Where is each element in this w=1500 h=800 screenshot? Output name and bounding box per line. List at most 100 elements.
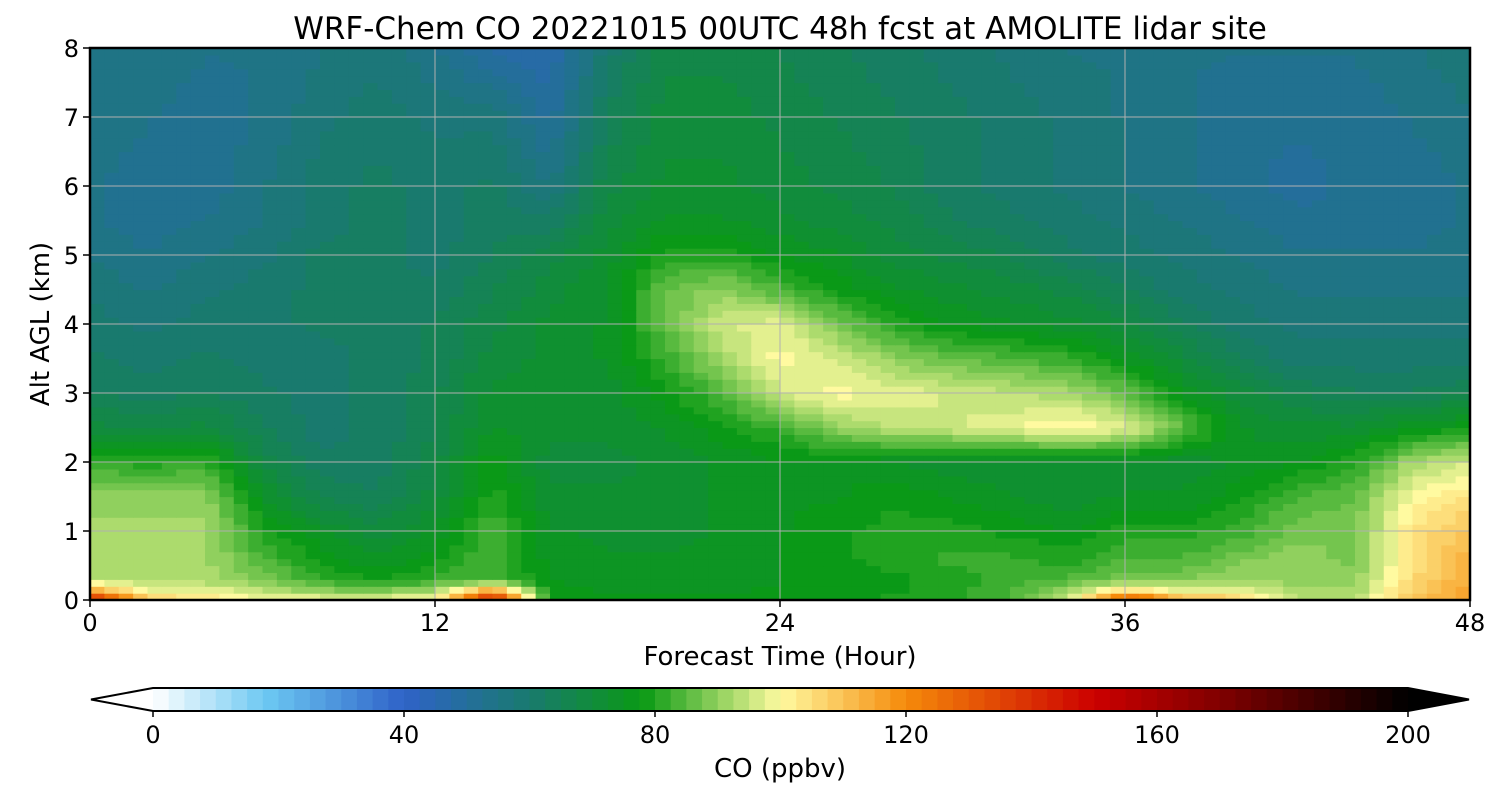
heatmap-cell: [1369, 510, 1384, 518]
heatmap-cell: [1341, 338, 1356, 346]
heatmap-cell: [1254, 359, 1269, 367]
heatmap-cell: [1082, 331, 1097, 339]
heatmap-cell: [938, 559, 953, 567]
heatmap-cell: [794, 503, 809, 511]
heatmap-cell: [593, 290, 608, 298]
heatmap-cell: [205, 269, 220, 277]
heatmap-cell: [90, 448, 105, 456]
heatmap-cell: [579, 545, 594, 553]
heatmap-cell: [1226, 579, 1241, 587]
heatmap-cell: [334, 393, 349, 401]
heatmap-cell: [191, 421, 206, 429]
heatmap-cell: [521, 421, 536, 429]
heatmap-cell: [1398, 538, 1413, 546]
heatmap-cell: [1183, 441, 1198, 449]
heatmap-cell: [378, 269, 393, 277]
heatmap-cell: [1326, 324, 1341, 332]
heatmap-cell: [306, 497, 321, 505]
heatmap-cell: [1125, 524, 1140, 532]
heatmap-cell: [449, 559, 464, 567]
heatmap-cell: [967, 414, 982, 422]
heatmap-cell: [435, 248, 450, 256]
heatmap-cell: [435, 503, 450, 511]
heatmap-cell: [104, 248, 119, 256]
heatmap-cell: [219, 579, 234, 587]
heatmap-cell: [90, 248, 105, 256]
heatmap-cell: [1341, 372, 1356, 380]
heatmap-cell: [895, 269, 910, 277]
heatmap-cell: [478, 503, 493, 511]
heatmap-cell: [1183, 241, 1198, 249]
heatmap-cell: [493, 497, 508, 505]
heatmap-cell: [1269, 483, 1284, 491]
heatmap-cell: [838, 345, 853, 353]
heatmap-cell: [608, 379, 623, 387]
heatmap-cell: [277, 503, 292, 511]
heatmap-cell: [1427, 586, 1442, 594]
heatmap-cell: [622, 579, 637, 587]
heatmap-cell: [550, 503, 565, 511]
heatmap-cell: [895, 566, 910, 574]
heatmap-cell: [1398, 531, 1413, 539]
heatmap-cell: [205, 448, 220, 456]
heatmap-cell: [536, 579, 551, 587]
heatmap-cell: [536, 248, 551, 256]
heatmap-cell: [823, 531, 838, 539]
heatmap-cell: [1283, 434, 1298, 442]
heatmap-cell: [1168, 324, 1183, 332]
heatmap-cell: [636, 559, 651, 567]
heatmap-cell: [809, 448, 824, 456]
heatmap-cell: [1298, 255, 1313, 263]
heatmap-cell: [694, 276, 709, 284]
heatmap-cell: [234, 290, 249, 298]
heatmap-cell: [248, 545, 263, 553]
heatmap-cell: [449, 386, 464, 394]
heatmap-cell: [1254, 531, 1269, 539]
heatmap-cell: [1326, 462, 1341, 470]
heatmap-cell: [1269, 248, 1284, 256]
heatmap-cell: [622, 414, 637, 422]
heatmap-cell: [909, 566, 924, 574]
heatmap-cell: [953, 303, 968, 311]
heatmap-cell: [234, 324, 249, 332]
heatmap-cell: [938, 372, 953, 380]
heatmap-cell: [1456, 352, 1471, 360]
heatmap-cell: [550, 393, 565, 401]
heatmap-cell: [1053, 559, 1068, 567]
heatmap-cell: [1111, 365, 1126, 373]
heatmap-cell: [363, 379, 378, 387]
heatmap-cell: [622, 393, 637, 401]
heatmap-cell: [291, 379, 306, 387]
heatmap-cell: [493, 359, 508, 367]
heatmap-cell: [1226, 359, 1241, 367]
heatmap-cell: [751, 586, 766, 594]
heatmap-cell: [1039, 552, 1054, 560]
heatmap-cell: [1039, 248, 1054, 256]
heatmap-cell: [1154, 455, 1169, 463]
heatmap-cell: [1068, 469, 1083, 477]
heatmap-cell: [1427, 241, 1442, 249]
heatmap-cell: [1068, 352, 1083, 360]
heatmap-cell: [148, 545, 163, 553]
heatmap-cell: [449, 531, 464, 539]
heatmap-cell: [651, 296, 666, 304]
heatmap-cell: [493, 290, 508, 298]
heatmap-cell: [392, 572, 407, 580]
heatmap-cell: [679, 552, 694, 560]
heatmap-cell: [651, 331, 666, 339]
heatmap-cell: [1154, 545, 1169, 553]
heatmap-cell: [334, 414, 349, 422]
heatmap-cell: [1139, 352, 1154, 360]
heatmap-cell: [334, 386, 349, 394]
heatmap-cell: [737, 517, 752, 525]
heatmap-cell: [924, 503, 939, 511]
heatmap-cell: [809, 462, 824, 470]
heatmap-cell: [981, 531, 996, 539]
heatmap-cell: [1240, 331, 1255, 339]
heatmap-cell: [967, 531, 982, 539]
heatmap-cell: [838, 407, 853, 415]
heatmap-cell: [406, 317, 421, 325]
heatmap-cell: [1096, 407, 1111, 415]
heatmap-cell: [205, 552, 220, 560]
heatmap-cell: [1139, 400, 1154, 408]
